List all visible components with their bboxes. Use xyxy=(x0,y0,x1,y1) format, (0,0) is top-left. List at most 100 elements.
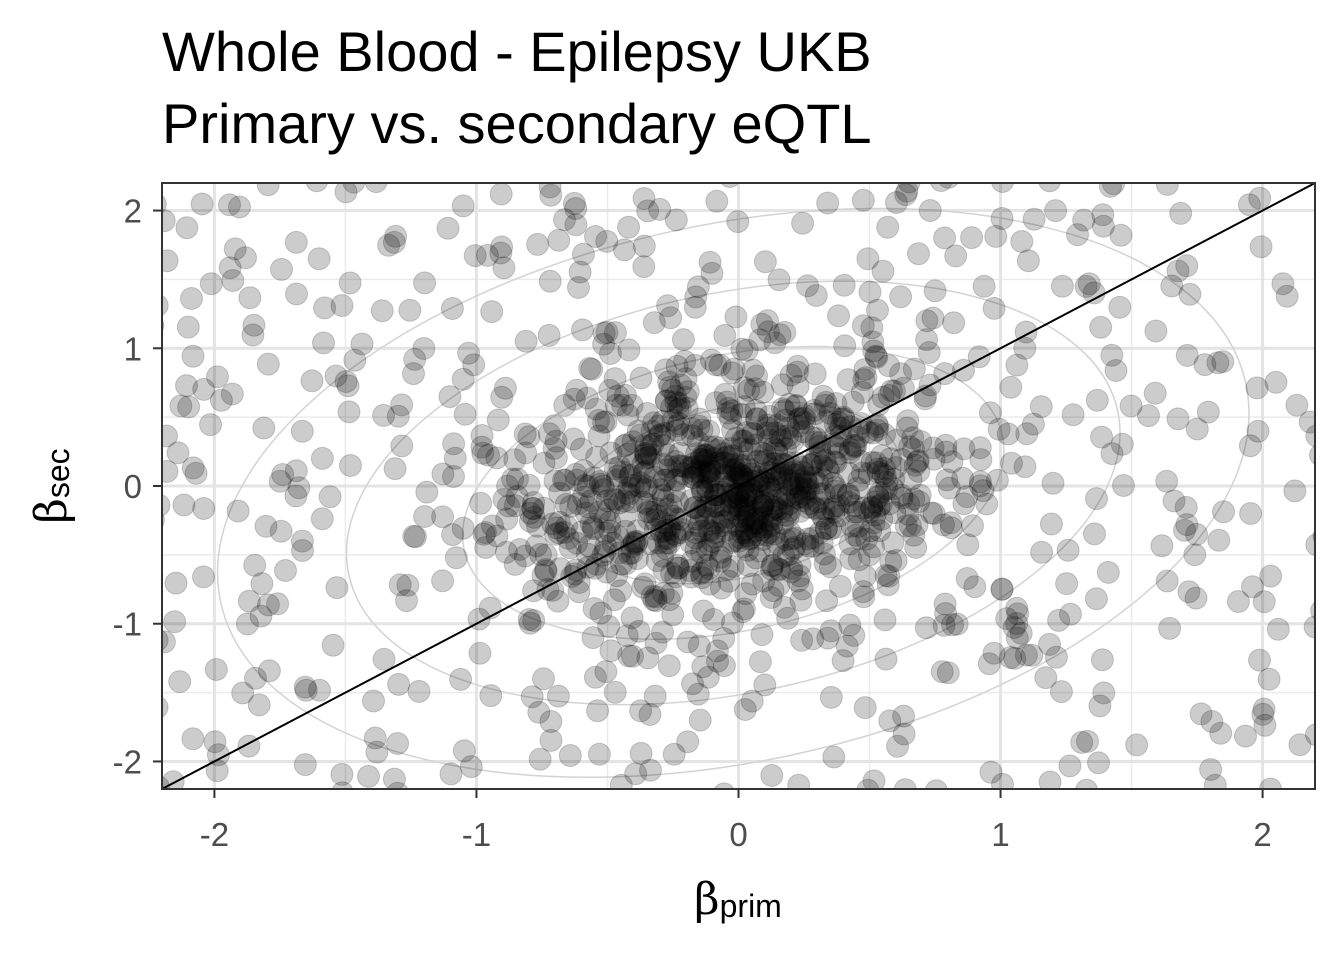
scatter-point xyxy=(884,549,908,572)
scatter-point xyxy=(396,573,420,597)
scatter-point xyxy=(599,342,622,365)
scatter-point xyxy=(789,588,813,612)
scatter-point xyxy=(881,477,905,501)
scatter-point xyxy=(310,507,334,531)
scatter-point xyxy=(827,304,850,328)
data-points xyxy=(162,183,1315,789)
scatter-point xyxy=(1075,778,1098,789)
scatter-point xyxy=(730,437,754,461)
scatter-point xyxy=(787,773,811,789)
scatter-point xyxy=(803,362,827,386)
scatter-point xyxy=(857,543,881,567)
scatter-point xyxy=(955,485,979,509)
scatter-point xyxy=(826,435,850,459)
scatter-point xyxy=(728,453,752,477)
scatter-point xyxy=(529,542,552,566)
scatter-point xyxy=(731,600,755,624)
scatter-point xyxy=(772,595,796,619)
scatter-point xyxy=(674,385,698,409)
scatter-point xyxy=(612,238,636,262)
scatter-point xyxy=(1038,632,1061,656)
scatter-point xyxy=(517,425,541,449)
scatter-point xyxy=(922,502,946,525)
scatter-point xyxy=(721,611,744,635)
scatter-point xyxy=(1248,648,1271,672)
scatter-point xyxy=(413,505,437,528)
scatter-point xyxy=(489,183,513,206)
scatter-point xyxy=(586,699,610,723)
scatter-point xyxy=(690,519,714,543)
scatter-point xyxy=(918,199,942,222)
scatter-point xyxy=(268,469,292,493)
scatter-point xyxy=(1252,590,1276,614)
scatter-point xyxy=(889,285,913,309)
scatter-point xyxy=(859,519,883,543)
scatter-point xyxy=(603,680,627,704)
scatter-point xyxy=(687,414,711,438)
scatter-point xyxy=(164,571,188,595)
scatter-point xyxy=(481,514,504,538)
scatter-point xyxy=(1112,474,1135,497)
scatter-point xyxy=(470,435,494,459)
scatter-point xyxy=(774,528,798,552)
scatter-point xyxy=(682,466,705,490)
scatter-point xyxy=(692,450,716,474)
scatter-point xyxy=(642,588,666,612)
scatter-point xyxy=(898,514,922,538)
scatter-point xyxy=(745,511,768,535)
scatter-point xyxy=(584,397,608,421)
scatter-point xyxy=(872,456,896,480)
scatter-point xyxy=(598,378,622,402)
scatter-point xyxy=(1175,343,1199,367)
scatter-point xyxy=(610,552,634,576)
scatter-point xyxy=(413,271,437,295)
scatter-point xyxy=(386,404,410,428)
scatter-point xyxy=(850,380,874,404)
scatter-point xyxy=(921,306,945,330)
scatter-point xyxy=(736,504,760,528)
scatter-point xyxy=(933,226,957,250)
scatter-point xyxy=(969,448,993,472)
scatter-point xyxy=(690,454,714,478)
scatter-point xyxy=(256,593,280,617)
scatter-point xyxy=(660,581,684,605)
scatter-point xyxy=(242,313,266,337)
scatter-point xyxy=(442,432,466,456)
scatter-point xyxy=(987,417,1011,441)
scatter-point xyxy=(858,280,882,304)
scatter-point xyxy=(291,539,314,562)
scatter-point xyxy=(1014,643,1038,667)
scatter-point xyxy=(1239,502,1263,525)
scatter-point xyxy=(592,410,616,434)
scatter-point xyxy=(597,614,621,638)
scatter-point xyxy=(877,354,901,378)
scatter-point xyxy=(899,467,923,491)
scatter-point xyxy=(1016,249,1040,273)
scatter-point xyxy=(823,494,847,518)
scatter-point xyxy=(793,482,817,506)
scatter-point xyxy=(1021,412,1045,436)
scatter-point xyxy=(833,334,857,358)
scatter-point xyxy=(503,494,527,518)
scatter-point xyxy=(544,446,568,470)
scatter-point xyxy=(972,274,996,298)
scatter-point xyxy=(767,557,790,581)
y-tick-label: 1 xyxy=(124,330,142,367)
scatter-point xyxy=(542,436,566,460)
scatter-point xyxy=(968,436,992,460)
scatter-point xyxy=(724,305,748,329)
scatter-point xyxy=(1119,394,1143,418)
scatter-point xyxy=(697,419,721,443)
scatter-point xyxy=(934,433,958,457)
scatter-point xyxy=(873,464,897,488)
scatter-point xyxy=(836,368,860,392)
scatter-point xyxy=(728,526,752,550)
scatter-point xyxy=(338,271,362,295)
scatter-point xyxy=(831,649,855,673)
scatter-point xyxy=(726,514,750,538)
scatter-point xyxy=(746,523,770,547)
scatter-point xyxy=(738,438,762,462)
scatter-point xyxy=(806,471,830,495)
scatter-point xyxy=(521,497,545,521)
scatter-point xyxy=(631,452,655,476)
